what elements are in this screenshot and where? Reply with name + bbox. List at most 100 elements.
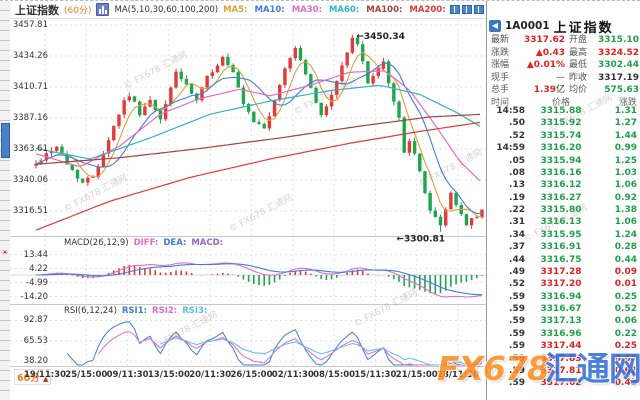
tape-time: .49 bbox=[509, 266, 525, 277]
tape-price: 3316.91 bbox=[540, 242, 582, 253]
axis-tick-label: -14.20 bbox=[20, 291, 48, 302]
tape-row[interactable]: .50 3315.92 1.27 bbox=[491, 117, 637, 129]
axis-tick-label: 3316.51 bbox=[12, 206, 48, 216]
layout-expand-icon[interactable] bbox=[474, 5, 484, 14]
ma-legend-item-3: MA30: bbox=[291, 4, 322, 15]
tape-time: .59 bbox=[509, 304, 525, 314]
quote-label: 均价 bbox=[569, 85, 588, 95]
ma-legend-item-5: MA100: bbox=[366, 4, 403, 15]
tape-row[interactable]: .44 3316.75 0.44 bbox=[491, 254, 637, 266]
svg-text:←3450.34: ←3450.34 bbox=[356, 32, 405, 42]
ma-legend-item-6: MA200: bbox=[409, 4, 446, 15]
tape-time: .52 bbox=[509, 279, 525, 290]
quote-label: 开盘 bbox=[569, 35, 588, 45]
tape-row[interactable]: .59 3317.62 0.43 bbox=[491, 377, 637, 389]
macd-series-label-1: DIFF: bbox=[133, 238, 159, 248]
settings-sun-icon[interactable]: ☀ bbox=[0, 248, 10, 257]
tape-price: 3317.83 bbox=[540, 353, 582, 364]
time-axis-label: 26/15:00 bbox=[230, 370, 273, 380]
tape-change: 0.64 bbox=[614, 353, 637, 364]
tape-price: 3317.81 bbox=[540, 365, 582, 376]
tape-row[interactable]: .52 3317.20 0.01 bbox=[491, 278, 637, 290]
time-axis-label: 02/11:30 bbox=[271, 370, 314, 380]
tape-change: 1.06 bbox=[614, 217, 637, 228]
tape-change: 1.27 bbox=[614, 118, 637, 129]
tape-row[interactable]: .08 3316.16 1.03 bbox=[491, 167, 637, 179]
tape-row[interactable]: .59 3317.13 0.06 bbox=[491, 315, 637, 327]
tape-price: 3315.94 bbox=[540, 155, 582, 166]
rsi-series-label-1: RSI1: bbox=[121, 306, 148, 316]
quote-value: ▲0.01% bbox=[526, 60, 565, 70]
tape-row[interactable]: .31 3316.13 1.06 bbox=[491, 216, 637, 228]
tape-row[interactable]: .59 3316.67 0.52 bbox=[491, 303, 637, 315]
tape-row[interactable]: .59 3317.83 0.64 bbox=[491, 353, 637, 365]
quote-label: 总手 bbox=[491, 85, 510, 95]
tape-price: 3316.16 bbox=[540, 167, 582, 178]
tape-row[interactable]: .19 3316.27 0.92 bbox=[491, 192, 637, 204]
tape-change: 0.28 bbox=[614, 242, 637, 253]
quote-value: — bbox=[556, 72, 565, 83]
tape-price: 3315.80 bbox=[540, 205, 582, 215]
layout-single-icon[interactable] bbox=[450, 5, 460, 14]
rsi-pane-label: RSI(6,12,24) RSI1: RSI2: RSI3: bbox=[64, 306, 207, 318]
quote-label: 昨收 bbox=[569, 72, 588, 83]
tape-price: 3317.20 bbox=[540, 279, 582, 290]
chart-period[interactable]: (60分) bbox=[64, 6, 92, 16]
tape-row[interactable]: .34 3315.95 1.24 bbox=[491, 229, 637, 241]
tape-price: 3317.44 bbox=[540, 341, 582, 352]
tape-row[interactable]: .37 3316.91 0.28 bbox=[491, 241, 637, 253]
tape-row[interactable]: .52 3315.74 1.44 bbox=[491, 130, 637, 142]
tape-change: 1.03 bbox=[614, 167, 637, 178]
tape-row[interactable]: .05 3315.94 1.25 bbox=[491, 155, 637, 167]
tape-row[interactable]: .13 3316.12 1.06 bbox=[491, 179, 637, 191]
tape-row[interactable]: .59 3317.81 0.62 bbox=[491, 365, 637, 377]
time-axis-label: 21/15:00 bbox=[395, 370, 438, 380]
tape-price: 3316.96 bbox=[540, 328, 582, 339]
tape-change: 0.62 bbox=[614, 365, 637, 376]
tape-col-header: 涨跌 bbox=[618, 98, 637, 108]
time-axis-label: 25/15:00 bbox=[65, 370, 108, 380]
tape-time: 14:59 bbox=[496, 143, 525, 154]
period-button[interactable]: 60分 ▲ bbox=[14, 369, 52, 385]
quote-label: 最低 bbox=[569, 60, 588, 70]
tape-row[interactable]: .22 3315.80 1.38 bbox=[491, 204, 637, 216]
scrollbar-thumb[interactable] bbox=[1, 123, 10, 158]
tape-row[interactable]: .49 3317.28 0.09 bbox=[491, 266, 637, 278]
tape-row[interactable]: .59 3316.96 0.22 bbox=[491, 328, 637, 340]
quote-value: 3317.19 bbox=[598, 72, 639, 83]
tape-price: 3315.88 bbox=[540, 106, 582, 116]
tape-list[interactable]: 14:58 3315.88 1.31 .50 3315.92 1.27 .52 3315.74… bbox=[491, 105, 637, 390]
time-axis-label: 09/11:30 bbox=[106, 370, 149, 380]
tape-price: 3316.94 bbox=[540, 291, 582, 302]
axis-tick-label: 92.87 bbox=[23, 315, 48, 326]
tape-row[interactable]: .59 3317.44 0.25 bbox=[491, 340, 637, 352]
tape-row[interactable]: 14:58 3315.88 1.31 bbox=[491, 105, 637, 117]
chart-title: 上证指数 bbox=[15, 3, 59, 17]
tape-change: 0.99 bbox=[614, 143, 637, 154]
quote-value: ▲0.43 bbox=[535, 47, 565, 58]
layout-split-icon[interactable] bbox=[462, 5, 472, 14]
tape-change: 1.44 bbox=[614, 130, 637, 141]
tape-change: 0.25 bbox=[614, 291, 637, 302]
time-axis-label: 08/15:00 bbox=[313, 370, 356, 380]
axis-tick-label: -4.99 bbox=[26, 277, 48, 288]
tape-change: 1.06 bbox=[614, 180, 637, 191]
tape-time: .34 bbox=[509, 229, 525, 240]
quote-row: 总手 1.39亿 均价 575.63 bbox=[491, 84, 639, 97]
tape-time: .22 bbox=[509, 205, 525, 215]
tape-price: 3316.20 bbox=[540, 143, 582, 154]
tape-row[interactable]: .59 3316.94 0.25 bbox=[491, 291, 637, 303]
tape-time: .59 bbox=[509, 316, 525, 327]
tape-time: .05 bbox=[509, 155, 525, 166]
tape-row[interactable]: 14:59 3316.20 0.99 bbox=[491, 142, 637, 154]
time-axis-label: 13/15:00 bbox=[147, 370, 190, 380]
quote-row: 最新 3317.62 开盘 3315.10 bbox=[491, 34, 639, 47]
time-axis-label: 19/11:30 bbox=[24, 370, 66, 380]
chart-type-icon[interactable] bbox=[96, 3, 110, 16]
rsi-series-label-3: RSI3: bbox=[182, 306, 208, 316]
axis-tick-label: 3363.61 bbox=[12, 144, 48, 154]
axis-tick-label: 3387.16 bbox=[12, 113, 48, 123]
panel-back-icon[interactable]: ◀ bbox=[489, 20, 501, 32]
tape-time: .52 bbox=[509, 130, 525, 141]
price-chart[interactable]: ←3450.34 ←3300.81 bbox=[10, 19, 486, 367]
